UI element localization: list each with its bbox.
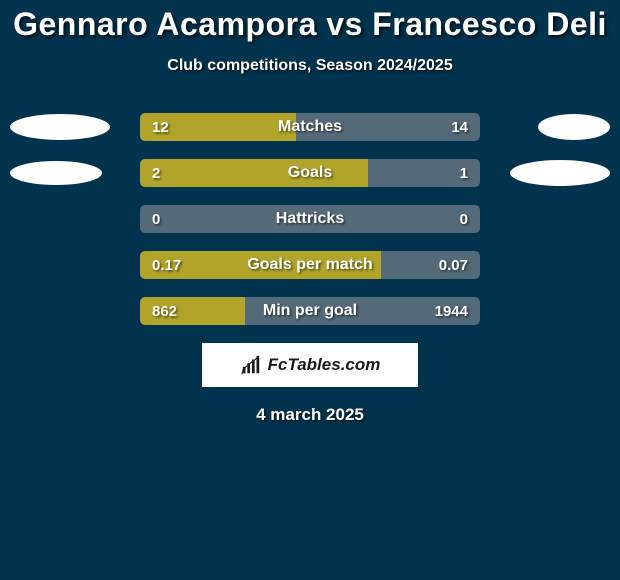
bar-left-segment [140,113,296,141]
bar-right-segment [381,251,480,279]
brand-text: FcTables.com [268,355,381,375]
metric-row: 0 Hattricks 0 [0,205,620,233]
bar-left-segment [140,251,381,279]
bar-left-segment [140,159,368,187]
bar-right-segment [245,297,480,325]
left-photo-placeholder [10,161,102,185]
bar-chart-icon [240,354,262,376]
bar-right-segment [296,113,480,141]
right-photo-placeholder [510,160,610,186]
brand-box: FcTables.com [202,343,418,387]
metric-row: 0.17 Goals per match 0.07 [0,251,620,279]
metric-row: 2 Goals 1 [0,159,620,187]
bar-left-segment [140,297,245,325]
date-label: 4 march 2025 [0,405,620,425]
subtitle: Club competitions, Season 2024/2025 [0,57,620,75]
metric-bar: 2 Goals 1 [140,159,480,187]
right-photo-placeholder [538,114,610,140]
bar-right-segment [368,159,480,187]
metric-row: 12 Matches 14 [0,113,620,141]
metric-bar: 0.17 Goals per match 0.07 [140,251,480,279]
metric-bar: 0 Hattricks 0 [140,205,480,233]
metric-bar: 862 Min per goal 1944 [140,297,480,325]
comparison-rows: 12 Matches 14 2 Goals 1 0 Hattricks 0 [0,113,620,325]
page-title: Gennaro Acampora vs Francesco Deli [0,0,620,43]
left-photo-placeholder [10,114,110,140]
bar-right-segment [140,205,480,233]
metric-bar: 12 Matches 14 [140,113,480,141]
metric-row: 862 Min per goal 1944 [0,297,620,325]
